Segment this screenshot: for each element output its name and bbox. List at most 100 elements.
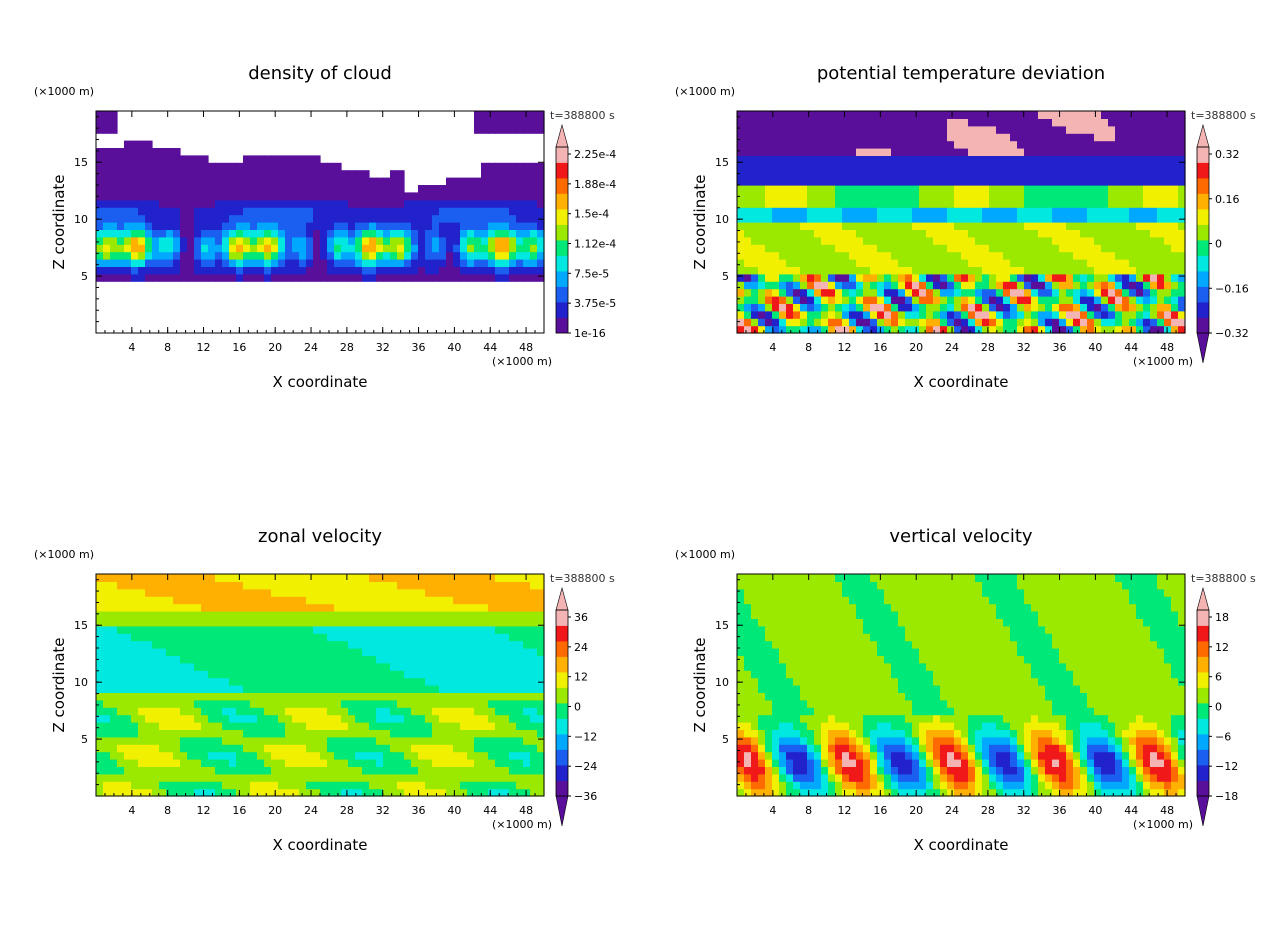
- field-cell: [1073, 192, 1081, 200]
- field-cell: [208, 581, 216, 589]
- field-cell: [1094, 252, 1102, 260]
- field-cell: [138, 655, 146, 663]
- field-cell: [229, 722, 237, 730]
- field-cell: [1150, 163, 1158, 171]
- field-cell: [1059, 229, 1067, 237]
- field-cell: [1066, 252, 1074, 260]
- field-cell: [474, 774, 482, 782]
- field-cell: [96, 252, 104, 260]
- field-cell: [257, 752, 265, 760]
- field-cell: [222, 170, 230, 178]
- field-cell: [530, 185, 538, 193]
- field-cell: [341, 200, 349, 208]
- field-cell: [460, 215, 468, 223]
- field-cell: [1038, 118, 1046, 126]
- field-cell: [1143, 133, 1151, 141]
- field-cell: [884, 148, 892, 156]
- field-cell: [222, 715, 230, 723]
- field-cell: [1045, 111, 1053, 119]
- field-cell: [215, 744, 223, 752]
- field-cell: [236, 618, 244, 626]
- field-cell: [744, 163, 752, 171]
- field-cell: [912, 237, 920, 245]
- field-cell: [96, 596, 104, 604]
- field-cell: [1164, 215, 1172, 223]
- field-cell: [1101, 311, 1109, 319]
- field-cell: [320, 766, 328, 774]
- field-cell: [348, 252, 356, 260]
- field-cell: [1038, 133, 1046, 141]
- field-cell: [103, 229, 111, 237]
- field-cell: [1122, 163, 1130, 171]
- field-cell: [355, 722, 363, 730]
- field-cell: [439, 222, 447, 230]
- field-cell: [194, 744, 202, 752]
- field-cell: [334, 589, 342, 597]
- field-cell: [194, 200, 202, 208]
- field-cell: [1178, 118, 1186, 126]
- field-cell: [1003, 244, 1011, 252]
- field-cell: [1143, 259, 1151, 267]
- field-cell: [509, 111, 517, 119]
- field-cell: [961, 229, 969, 237]
- field-cell: [968, 252, 976, 260]
- field-cell: [285, 752, 293, 760]
- field-cell: [250, 618, 258, 626]
- field-cell: [201, 700, 209, 708]
- field-cell: [383, 589, 391, 597]
- field-cell: [271, 581, 279, 589]
- field-cell: [243, 737, 251, 745]
- field-cell: [306, 207, 314, 215]
- field-cell: [793, 252, 801, 260]
- field-cell: [940, 200, 948, 208]
- field-cell: [215, 633, 223, 641]
- field-cell: [173, 781, 181, 789]
- field-cell: [1066, 303, 1074, 311]
- field-cell: [257, 611, 265, 619]
- field-cell: [166, 259, 174, 267]
- field-cell: [446, 266, 454, 274]
- field-cell: [131, 633, 139, 641]
- field-cell: [821, 200, 829, 208]
- field-cell: [215, 752, 223, 760]
- field-cell: [898, 303, 906, 311]
- field-cell: [383, 237, 391, 245]
- field-cell: [243, 655, 251, 663]
- field-cell: [341, 581, 349, 589]
- field-cell: [467, 626, 475, 634]
- field-cell: [201, 715, 209, 723]
- field-cell: [523, 229, 531, 237]
- field-cell: [1122, 229, 1130, 237]
- field-cell: [1045, 200, 1053, 208]
- field-cell: [968, 111, 976, 119]
- field-cell: [145, 589, 153, 597]
- field-cell: [145, 722, 153, 730]
- field-cell: [989, 178, 997, 186]
- field-cell: [849, 259, 857, 267]
- field-cell: [1143, 207, 1151, 215]
- field-cell: [96, 163, 104, 171]
- field-cell: [110, 744, 118, 752]
- field-cell: [758, 170, 766, 178]
- field-cell: [348, 641, 356, 649]
- field-cell: [996, 185, 1004, 193]
- field-cell: [1073, 118, 1081, 126]
- field-cell: [292, 633, 300, 641]
- field-cell: [348, 229, 356, 237]
- field-cell: [341, 215, 349, 223]
- field-cell: [257, 655, 265, 663]
- field-cell: [1003, 237, 1011, 245]
- field-cell: [1115, 200, 1123, 208]
- field-cell: [173, 744, 181, 752]
- field-cell: [502, 215, 510, 223]
- field-cell: [166, 155, 174, 163]
- field-cell: [919, 244, 927, 252]
- field-cell: [383, 781, 391, 789]
- field-cell: [180, 633, 188, 641]
- field-cell: [306, 618, 314, 626]
- field-cell: [201, 192, 209, 200]
- field-cell: [1115, 281, 1123, 289]
- field-cell: [516, 163, 524, 171]
- field-cell: [758, 259, 766, 267]
- field-cell: [390, 207, 398, 215]
